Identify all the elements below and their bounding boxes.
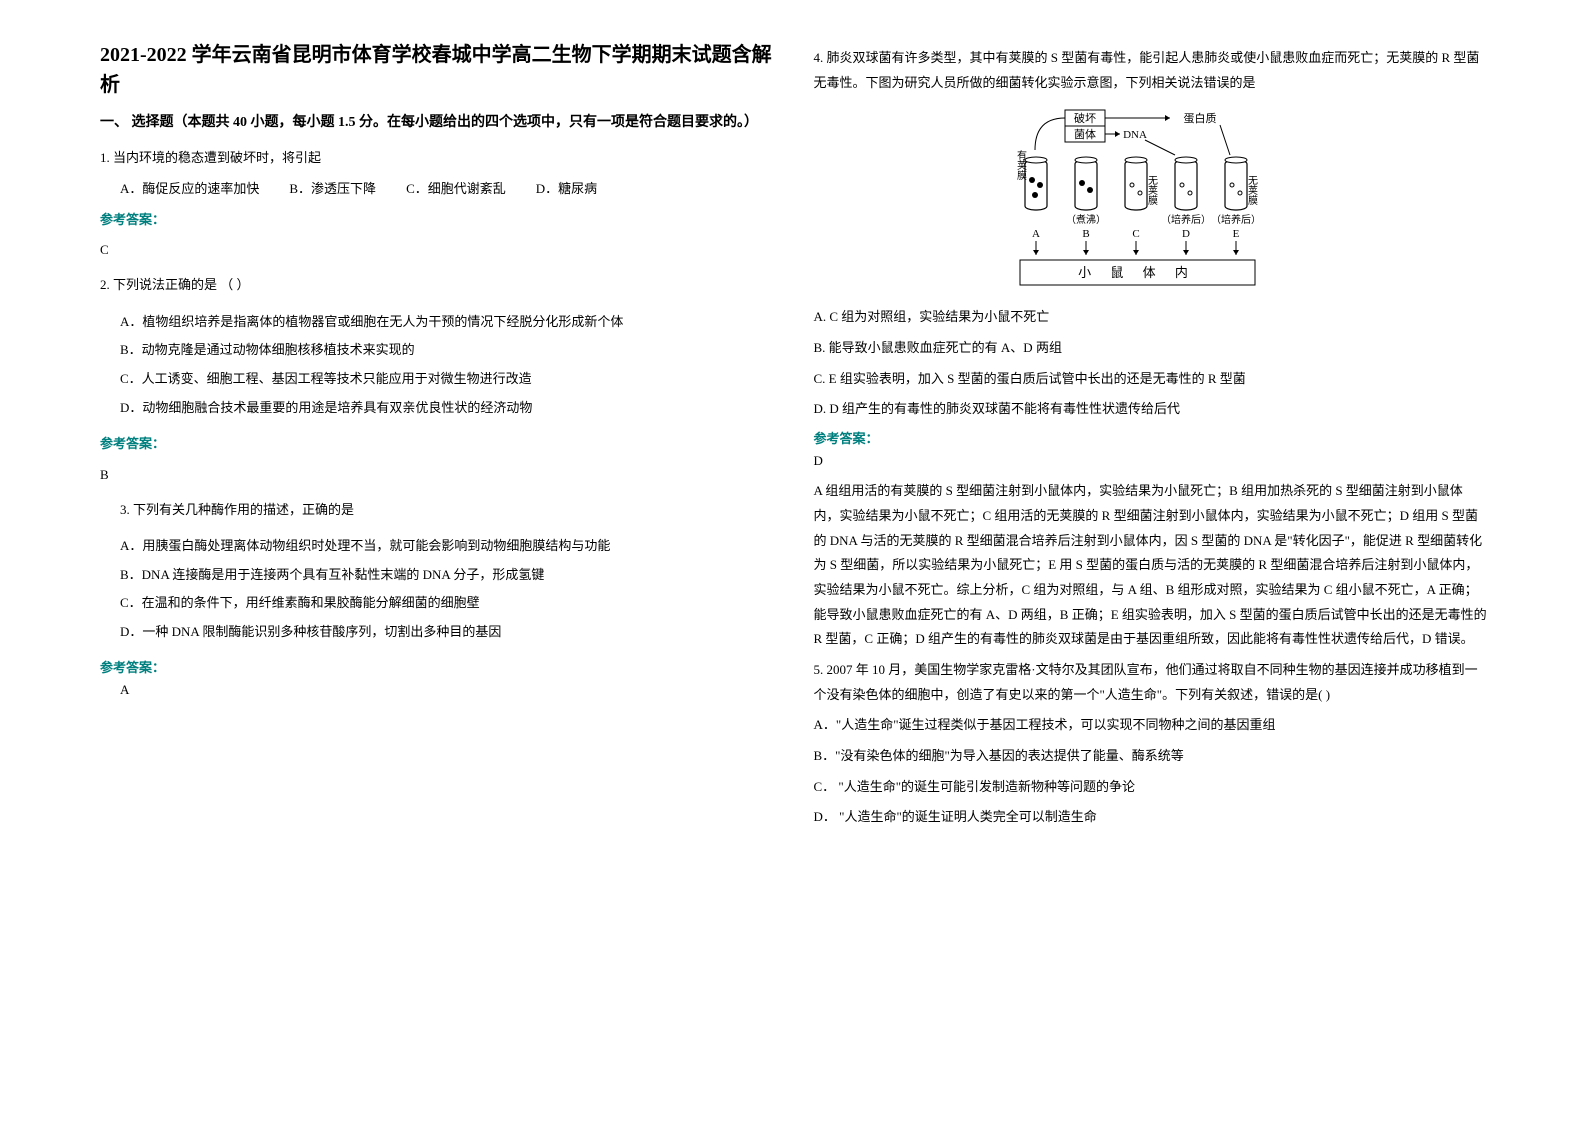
q4-opt-b: B. 能导致小鼠患败血症死亡的有 A、D 两组: [814, 336, 1488, 361]
q1-opt-c: C．细胞代谢紊乱: [406, 177, 506, 202]
tube-D: [1175, 157, 1197, 210]
tube-E: [1225, 157, 1247, 210]
q1-answer: C: [100, 238, 774, 263]
q3-opt-b: B．DNA 连接酶是用于连接两个具有互补黏性末端的 DNA 分子，形成氢键: [120, 561, 774, 590]
label-B: B: [1083, 228, 1090, 240]
label-youjiamo: 有荚膜: [1015, 149, 1027, 181]
q2-opt-a: A．植物组织培养是指离体的植物器官或细胞在无人为干预的情况下经脱分化形成新个体: [120, 308, 774, 337]
question-1: 1. 当内环境的稳态遭到破坏时，将引起 A．酶促反应的速率加快 B．渗透压下降 …: [100, 146, 774, 263]
q1-text: 1. 当内环境的稳态遭到破坏时，将引起: [100, 146, 774, 171]
label-A: A: [1032, 228, 1040, 240]
label-pohuai: 破坏: [1074, 111, 1096, 125]
q3-opt-d: D．一种 DNA 限制酶能识别多种核苷酸序列，切割出多种目的基因: [120, 618, 774, 647]
q3-answer: A: [120, 682, 774, 698]
tube-C: [1125, 157, 1147, 210]
tube-B: [1075, 157, 1097, 210]
diagram-svg: 破坏 菌体 蛋白质 DNA 有荚膜: [1005, 105, 1295, 295]
q4-opt-d: D. D 组产生的有毒性的肺炎双球菌不能将有毒性性状遗传给后代: [814, 397, 1488, 422]
q4-diagram: 破坏 菌体 蛋白质 DNA 有荚膜: [1005, 105, 1295, 295]
q5-opt-a: A．"人造生命"诞生过程类似于基因工程技术，可以实现不同物种之间的基因重组: [814, 713, 1488, 738]
q2-text: 2. 下列说法正确的是 （ ）: [100, 273, 774, 298]
q2-opt-c: C．人工诱变、细胞工程、基因工程等技术只能应用于对微生物进行改造: [120, 365, 774, 394]
q4-explanation: A 组组用活的有荚膜的 S 型细菌注射到小鼠体内，实验结果为小鼠死亡；B 组用加…: [814, 479, 1488, 652]
left-column: 2021-2022 学年云南省昆明市体育学校春城中学高二生物下学期期末试题含解析…: [80, 40, 794, 1082]
right-column: 4. 肺炎双球菌有许多类型，其中有荚膜的 S 型菌有毒性，能引起人患肺炎或使小鼠…: [794, 40, 1508, 1082]
q1-opt-b: B．渗透压下降: [289, 177, 376, 202]
q3-opt-a: A．用胰蛋白酶处理离体动物组织时处理不当，就可能会影响到动物细胞膜结构与功能: [120, 532, 774, 561]
label-protein: 蛋白质: [1184, 111, 1217, 125]
question-3: 3. 下列有关几种酶作用的描述，正确的是 A．用胰蛋白酶处理离体动物组织时处理不…: [120, 498, 774, 647]
label-wujiamo1: 无荚膜: [1146, 175, 1158, 206]
label-zhufei: （煮沸）: [1066, 213, 1106, 226]
tube-A: [1025, 157, 1047, 210]
q3-options: A．用胰蛋白酶处理离体动物组织时处理不当，就可能会影响到动物细胞膜结构与功能 B…: [120, 532, 774, 646]
label-wujiamo2: 无荚膜: [1246, 175, 1258, 206]
label-bottom: 小 鼠 体 内: [1078, 265, 1196, 280]
q1-opt-a: A．酶促反应的速率加快: [120, 177, 259, 202]
q4-answer-label: 参考答案：: [814, 428, 1488, 447]
q5-text: 5. 2007 年 10 月，美国生物学家克雷格·文特尔及其团队宣布，他们通过将…: [814, 658, 1488, 707]
label-peiyang1: （培养后）: [1161, 213, 1211, 226]
q2-opt-b: B．动物克隆是通过动物体细胞核移植技术来实现的: [120, 336, 774, 365]
q1-opt-d: D．糖尿病: [536, 177, 597, 202]
q2-options: A．植物组织培养是指离体的植物器官或细胞在无人为干预的情况下经脱分化形成新个体 …: [120, 308, 774, 422]
label-C: C: [1133, 228, 1140, 240]
q5-opt-d: D． "人造生命"的诞生证明人类完全可以制造生命: [814, 805, 1488, 830]
document-title: 2021-2022 学年云南省昆明市体育学校春城中学高二生物下学期期末试题含解析: [100, 40, 774, 100]
q3-answer-label: 参考答案：: [100, 657, 774, 676]
q3-text: 3. 下列有关几种酶作用的描述，正确的是: [120, 498, 774, 523]
q4-opt-a: A. C 组为对照组，实验结果为小鼠不死亡: [814, 305, 1488, 330]
question-2: 2. 下列说法正确的是 （ ） A．植物组织培养是指离体的植物器官或细胞在无人为…: [100, 273, 774, 487]
label-E: E: [1233, 228, 1240, 240]
label-D: D: [1182, 228, 1190, 240]
label-peiyang2: （培养后）: [1211, 213, 1261, 226]
q5-opt-c: C． "人造生命"的诞生可能引发制造新物种等问题的争论: [814, 775, 1488, 800]
label-junti: 菌体: [1074, 127, 1096, 141]
q4-opt-c: C. E 组实验表明，加入 S 型菌的蛋白质后试管中长出的还是无毒性的 R 型菌: [814, 367, 1488, 392]
section-header: 一、 选择题（本题共 40 小题，每小题 1.5 分。在每小题给出的四个选项中，…: [100, 112, 774, 134]
q2-opt-d: D．动物细胞融合技术最重要的用途是培养具有双亲优良性状的经济动物: [120, 394, 774, 423]
q1-options: A．酶促反应的速率加快 B．渗透压下降 C．细胞代谢紊乱 D．糖尿病: [120, 177, 774, 202]
q5-opt-b: B．"没有染色体的细胞"为导入基因的表达提供了能量、酶系统等: [814, 744, 1488, 769]
q2-answer-label: 参考答案：: [100, 432, 774, 457]
q4-text: 4. 肺炎双球菌有许多类型，其中有荚膜的 S 型菌有毒性，能引起人患肺炎或使小鼠…: [814, 46, 1488, 95]
q4-answer: D: [814, 453, 1488, 469]
label-dna: DNA: [1123, 129, 1147, 141]
q3-opt-c: C．在温和的条件下，用纤维素酶和果胶酶能分解细菌的细胞壁: [120, 589, 774, 618]
q1-answer-label: 参考答案：: [100, 208, 774, 233]
q2-answer: B: [100, 463, 774, 488]
